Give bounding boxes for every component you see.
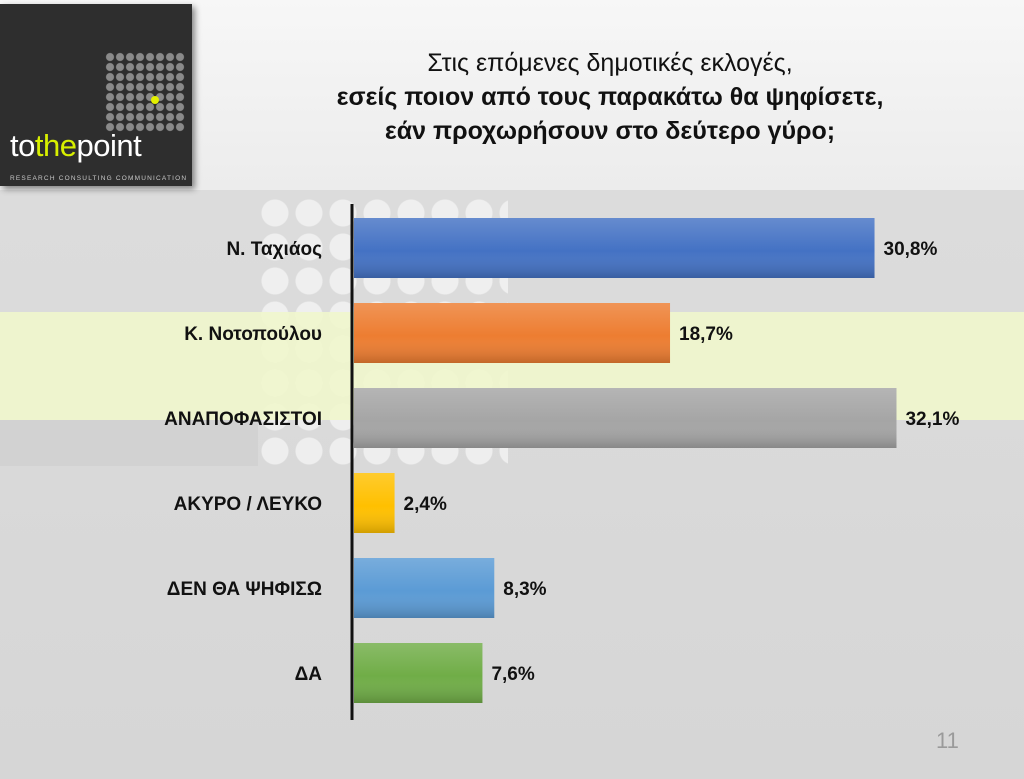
category-label: ΑΝΑΠΟΦΑΣΙΣΤΟΙ [164, 409, 322, 430]
logo-wordmark-pre: to [10, 128, 35, 163]
category-label: Ν. Ταχιάος [226, 239, 322, 260]
category-label: ΑΚΥΡΟ / ΛΕΥΚΟ [174, 494, 322, 515]
gray-band [0, 420, 258, 466]
logo-dot-grid-icon [105, 52, 185, 132]
category-label: ΔΑ [295, 664, 323, 685]
logo-wordmark-post: point [76, 128, 142, 163]
value-label: 8,3% [503, 579, 546, 600]
bars-layer [354, 218, 897, 703]
value-label: 18,7% [679, 324, 733, 345]
bar-shading-5 [354, 643, 483, 703]
chart-background [0, 190, 1024, 779]
title-line-1: Στις επόμενες δημοτικές εκλογές, [427, 49, 793, 77]
value-label: 32,1% [905, 409, 959, 430]
title-line-3: εάν προχωρήσουν στο δεύτερο γύρο; [384, 117, 836, 145]
bar-shading-0 [354, 218, 875, 278]
bar-shading-4 [354, 558, 495, 618]
title-line-2: εσείς ποιον από τους παρακάτω θα ψηφίσετ… [336, 83, 884, 111]
logo-wordmark-highlight: the [34, 128, 77, 163]
logo-accent-dot-icon [151, 96, 159, 104]
page-number: 11 [936, 728, 959, 753]
value-label: 7,6% [491, 664, 534, 685]
value-label: 30,8% [884, 239, 938, 260]
logo: tothepoint RESEARCH CONSULTING COMMUNICA… [0, 4, 192, 186]
logo-tagline: RESEARCH CONSULTING COMMUNICATION [10, 175, 188, 182]
category-label: Κ. Νοτοπούλου [184, 324, 322, 345]
bar-shading-1 [354, 303, 671, 363]
bar-shading-2 [354, 388, 897, 448]
labels-layer: Ν. Ταχιάος 30,8% Κ. Νοτοπούλου 18,7% ΑΝΑΠΟΦΑ… [164, 239, 959, 685]
page-title: Στις επόμενες δημοτικές εκλογές, εσείς π… [210, 46, 1010, 148]
bar-shading-3 [354, 473, 395, 533]
value-label: 2,4% [404, 494, 447, 515]
logo-wordmark: tothepoint [10, 128, 142, 164]
category-label: ΔΕΝ ΘΑ ΨΗΦΙΣΩ [167, 579, 322, 600]
